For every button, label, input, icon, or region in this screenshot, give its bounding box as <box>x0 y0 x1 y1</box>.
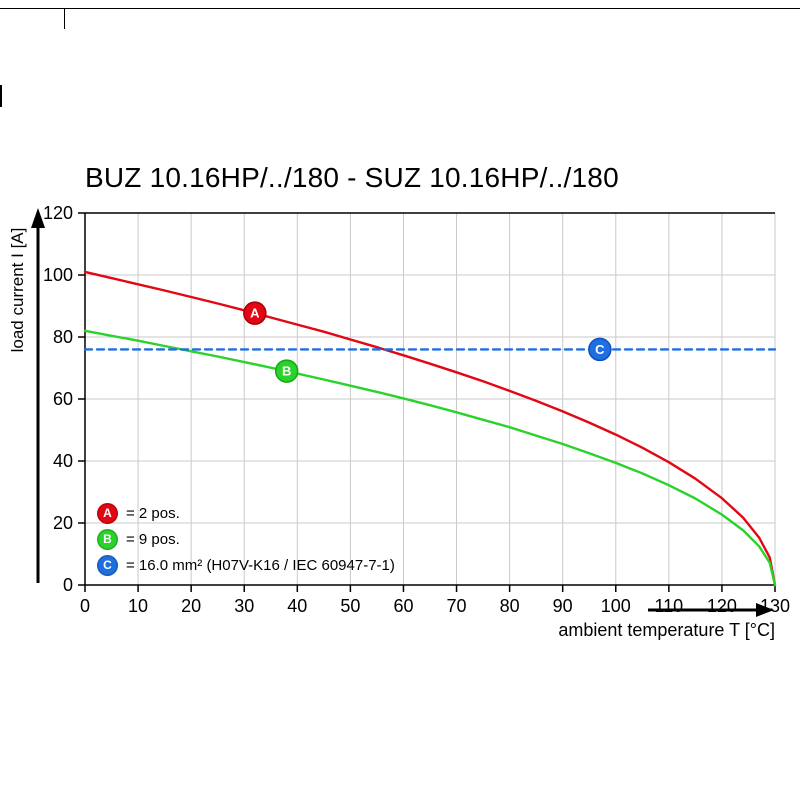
svg-text:120: 120 <box>43 203 73 223</box>
legend-label-b: = 9 pos. <box>126 530 180 548</box>
svg-text:100: 100 <box>601 596 631 616</box>
legend-marker-a-icon: A <box>97 502 118 524</box>
legend-item-a: A = 2 pos. <box>97 500 395 526</box>
svg-text:60: 60 <box>393 596 413 616</box>
svg-text:0: 0 <box>63 575 73 595</box>
x-axis-label: ambient temperature T [°C] <box>558 620 775 640</box>
svg-text:10: 10 <box>128 596 148 616</box>
legend-label-a: = 2 pos. <box>126 504 180 522</box>
svg-text:B: B <box>282 364 291 379</box>
svg-text:A: A <box>250 306 260 321</box>
svg-text:100: 100 <box>43 265 73 285</box>
svg-text:80: 80 <box>53 327 73 347</box>
chart-title: BUZ 10.16HP/../180 - SUZ 10.16HP/../180 <box>85 162 619 193</box>
legend-marker-c-icon: C <box>97 554 118 576</box>
legend-marker-b-icon: B <box>97 528 118 550</box>
page-frame-left-mark <box>0 85 2 107</box>
svg-text:C: C <box>595 342 605 357</box>
legend-label-c: = 16.0 mm² (H07V-K16 / IEC 60947-7-1) <box>126 556 395 574</box>
legend-item-b: B = 9 pos. <box>97 526 395 552</box>
legend-item-c: C = 16.0 mm² (H07V-K16 / IEC 60947-7-1) <box>97 552 395 578</box>
svg-text:40: 40 <box>287 596 307 616</box>
svg-text:30: 30 <box>234 596 254 616</box>
svg-text:120: 120 <box>707 596 737 616</box>
legend: A = 2 pos. B = 9 pos. C = 16.0 mm² (H07V… <box>97 500 395 578</box>
svg-text:80: 80 <box>500 596 520 616</box>
svg-text:40: 40 <box>53 451 73 471</box>
svg-text:0: 0 <box>80 596 90 616</box>
svg-text:70: 70 <box>447 596 467 616</box>
svg-text:110: 110 <box>654 596 683 616</box>
page-frame-tick <box>64 8 65 29</box>
svg-text:50: 50 <box>340 596 360 616</box>
svg-text:20: 20 <box>181 596 201 616</box>
svg-text:60: 60 <box>53 389 73 409</box>
page-frame-top-line <box>0 8 800 9</box>
svg-text:20: 20 <box>53 513 73 533</box>
svg-text:90: 90 <box>553 596 573 616</box>
